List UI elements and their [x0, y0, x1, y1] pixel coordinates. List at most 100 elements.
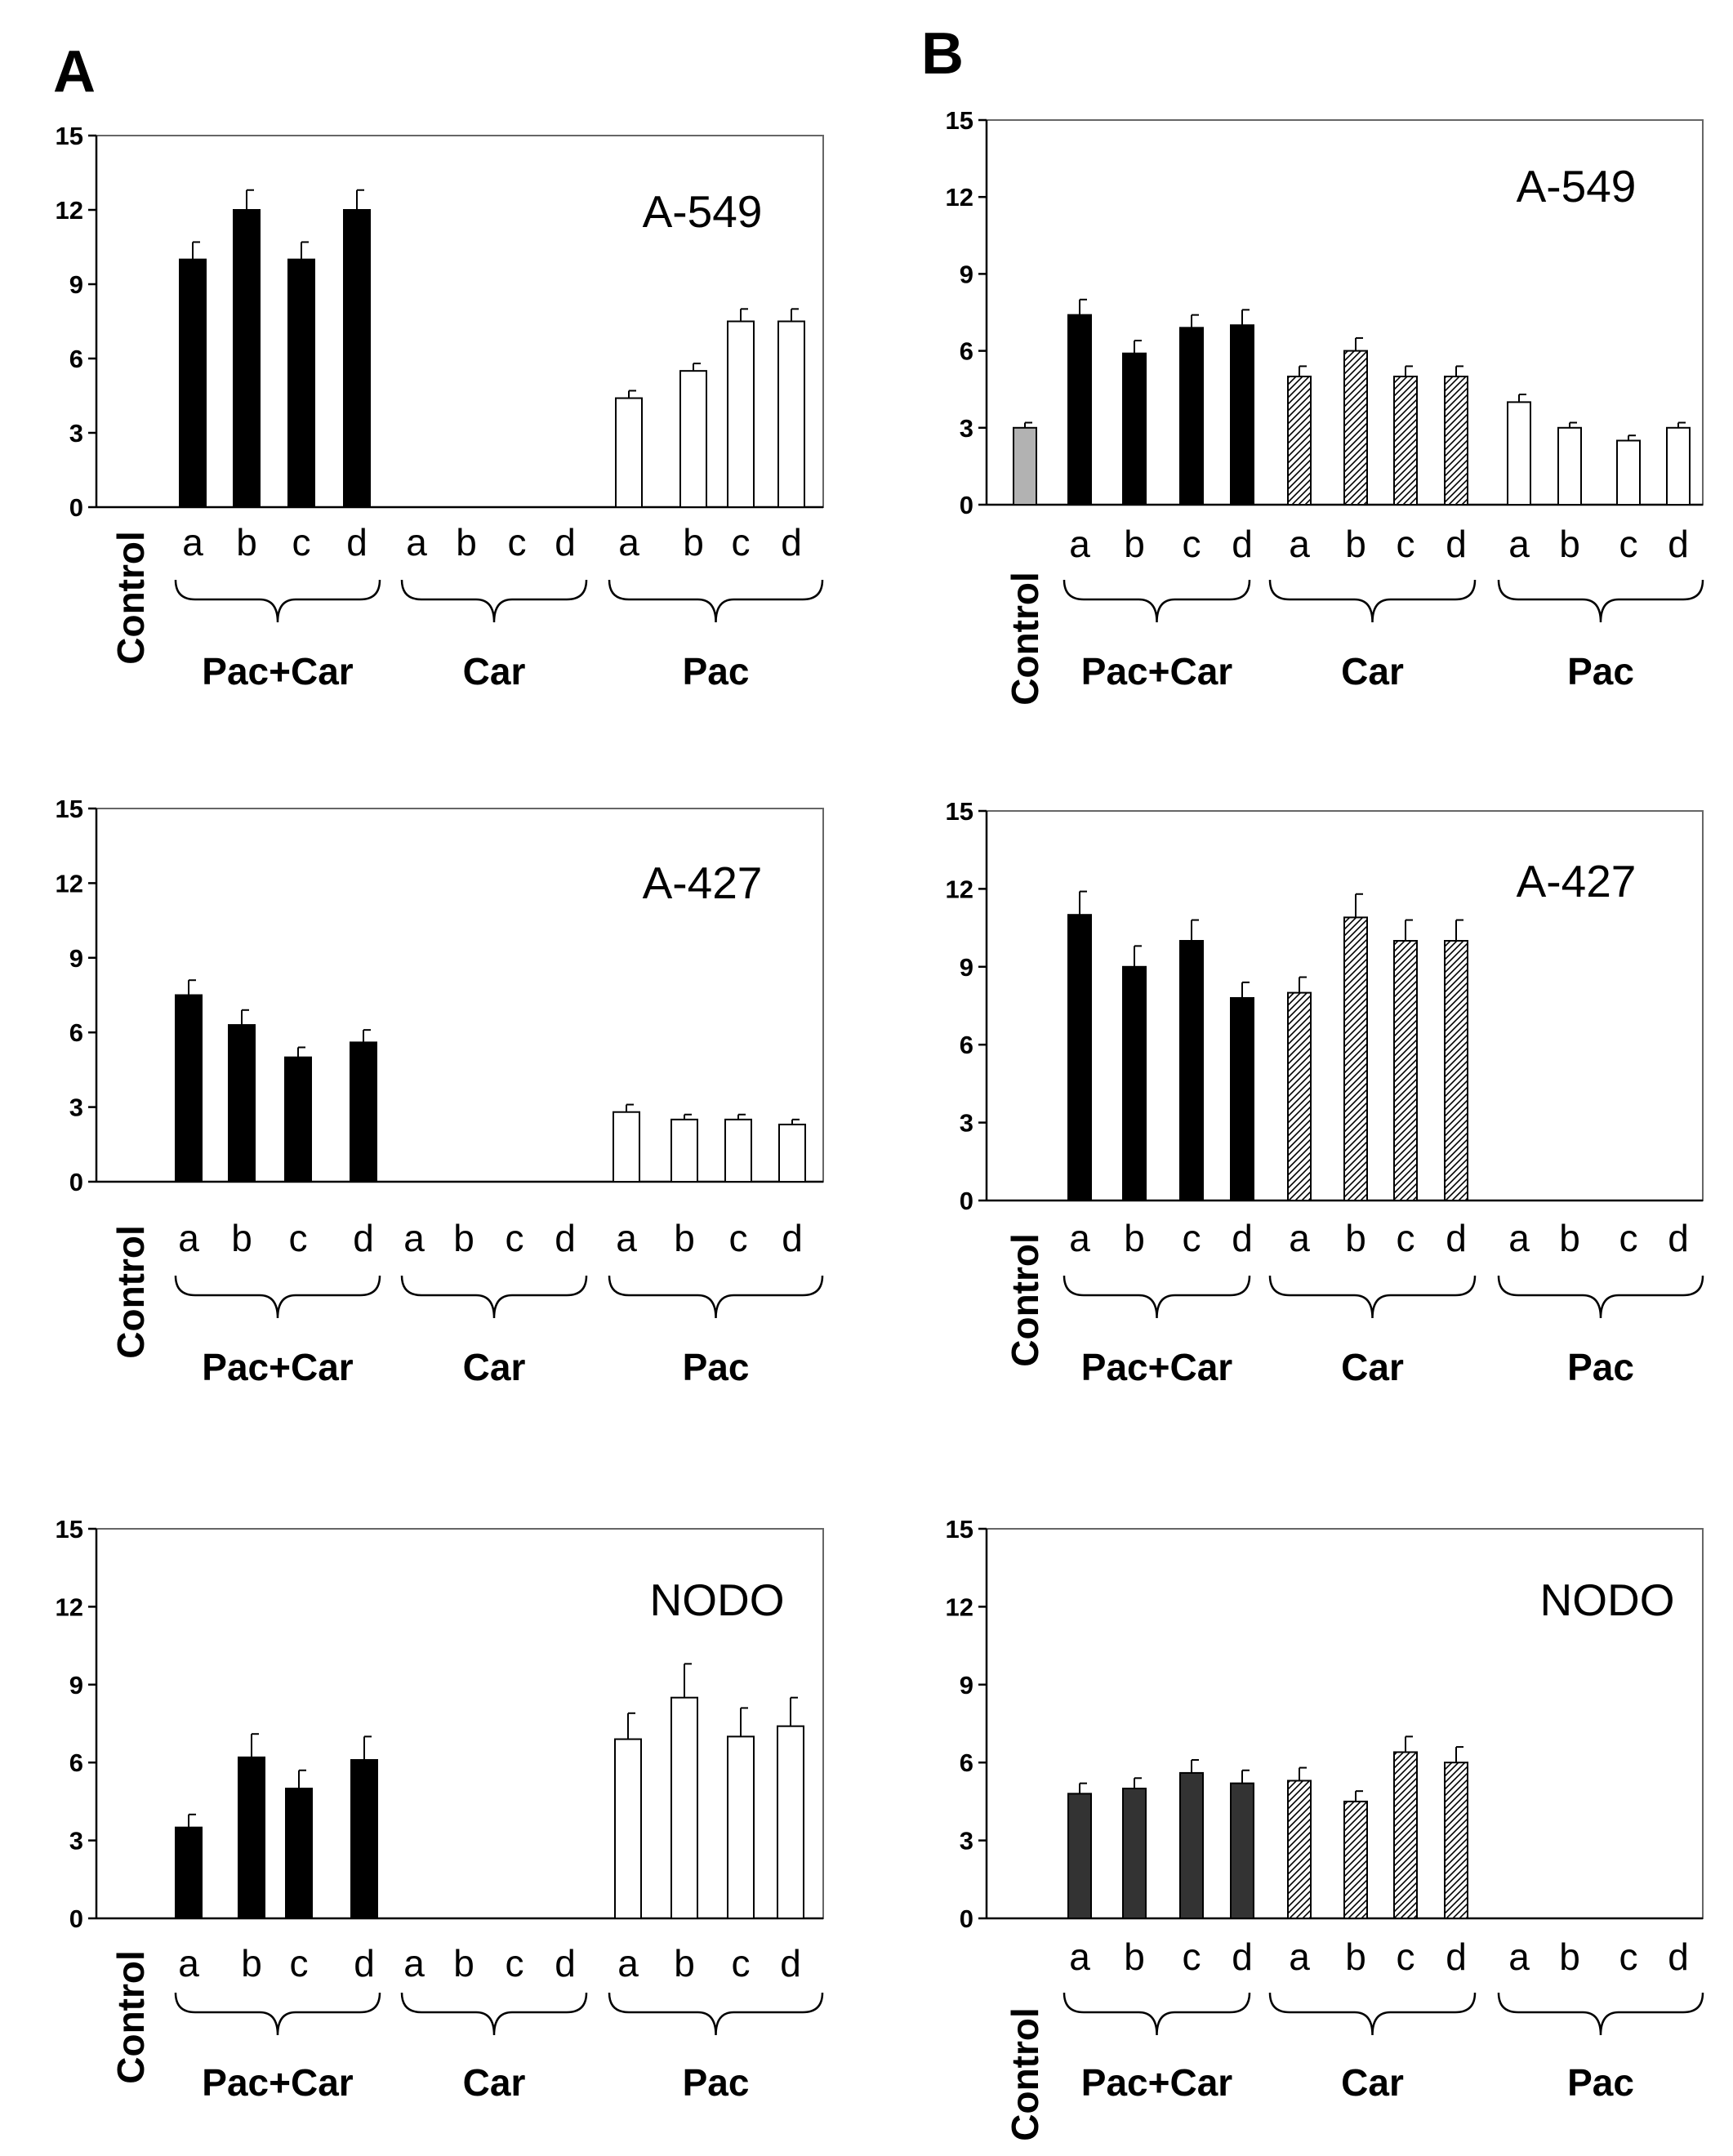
sub-label-b: b — [1559, 523, 1580, 565]
sub-label-c: c — [1619, 1936, 1638, 1978]
bar-car-a — [1287, 376, 1312, 506]
bar-pac-b — [670, 1696, 698, 1919]
sub-label-b: b — [1124, 1936, 1145, 1978]
bar-pac-c — [724, 1118, 752, 1183]
sub-label-a: a — [1508, 1217, 1530, 1259]
sub-label-a: a — [1289, 523, 1310, 565]
sub-label-b: b — [231, 1217, 252, 1259]
group-label-car: Car — [463, 650, 526, 693]
group-brace — [174, 1992, 381, 2036]
bar-pac-car-c — [285, 1788, 313, 1919]
bar-pac-car-c — [1179, 1771, 1204, 1919]
group-label-pac: Pac — [683, 2061, 750, 2104]
group-brace — [608, 1275, 824, 1319]
y-tick-label: 0 — [69, 1168, 83, 1196]
sub-label-a: a — [403, 1217, 425, 1259]
y-tick-label: 0 — [960, 1187, 973, 1215]
bar-pac-car-d — [1230, 1782, 1254, 1919]
bar-car-b — [1343, 1800, 1368, 1919]
sub-label-b: b — [1345, 1217, 1366, 1259]
sub-label-d: d — [346, 521, 368, 564]
bar-pac-c — [1616, 439, 1641, 506]
y-tick-label: 15 — [946, 1515, 973, 1544]
bar-pac-b — [679, 370, 707, 508]
sub-label-d: d — [1446, 1217, 1467, 1259]
group-label-pac-car: Pac+Car — [1081, 650, 1233, 693]
sub-label-d: d — [1232, 1217, 1253, 1259]
sub-label-b: b — [453, 1217, 474, 1259]
group-brace — [1497, 1275, 1704, 1319]
sub-label-d: d — [555, 521, 576, 564]
bar-pac-car-d — [1230, 996, 1254, 1201]
bar-pac-car-a — [179, 258, 207, 508]
y-tick-label: 3 — [69, 1094, 83, 1122]
group-label-pac-car: Pac+Car — [202, 2061, 354, 2104]
sub-label-a: a — [616, 1217, 637, 1259]
sub-label-c: c — [506, 1942, 524, 1984]
group-label-pac: Pac — [683, 1346, 750, 1388]
sub-label-a: a — [1289, 1217, 1310, 1259]
bar-pac-car-b — [1122, 352, 1147, 506]
y-tick-label: 9 — [69, 1671, 83, 1699]
control-label: Control — [1004, 1233, 1046, 1367]
sub-label-b: b — [1559, 1936, 1580, 1978]
group-label-pac: Pac — [1567, 650, 1634, 693]
sub-label-c: c — [290, 1942, 309, 1984]
sub-label-a: a — [1069, 523, 1090, 565]
y-tick-label: 12 — [56, 869, 83, 898]
y-tick-label: 3 — [69, 419, 83, 448]
bar-pac-car-d — [1230, 324, 1254, 506]
y-tick-label: 6 — [69, 345, 83, 373]
cell-line-label: A-549 — [643, 186, 763, 237]
sub-label-c: c — [1397, 523, 1415, 565]
bar-control — [1013, 426, 1037, 506]
y-tick-label: 12 — [56, 1592, 83, 1621]
sub-label-c: c — [732, 1942, 751, 1984]
y-tick-label: 9 — [69, 270, 83, 299]
sub-label-b: b — [674, 1942, 695, 1984]
bar-pac-car-a — [1067, 1793, 1092, 1920]
bar-pac-car-b — [233, 209, 261, 508]
sub-label-d: d — [354, 1942, 375, 1984]
y-tick-label: 9 — [960, 260, 973, 288]
bar-pac-car-a — [175, 1826, 203, 1919]
group-label-car: Car — [1341, 2061, 1404, 2104]
sub-label-d: d — [1668, 523, 1689, 565]
sub-label-a: a — [618, 521, 639, 564]
sub-label-c: c — [729, 1217, 748, 1259]
group-label-pac: Pac — [1567, 1346, 1634, 1388]
sub-label-a: a — [178, 1217, 199, 1259]
group-brace — [608, 1992, 824, 2036]
bar-car-b — [1343, 916, 1368, 1201]
y-tick-label: 15 — [946, 106, 973, 135]
y-tick-label: 15 — [56, 1515, 83, 1544]
sub-label-d: d — [1668, 1217, 1689, 1259]
sub-label-c: c — [1619, 1217, 1638, 1259]
bar-pac-car-a — [175, 994, 203, 1183]
sub-label-c: c — [1183, 1217, 1201, 1259]
y-tick-label: 12 — [56, 196, 83, 225]
bar-pac-car-c — [1179, 327, 1204, 506]
bar-car-d — [1444, 1762, 1468, 1919]
sub-label-b: b — [683, 521, 704, 564]
bar-pac-car-c — [1179, 940, 1204, 1201]
sub-label-a: a — [1508, 1936, 1530, 1978]
bar-pac-car-a — [1067, 914, 1092, 1201]
bar-pac-d — [777, 1725, 804, 1919]
bar-pac-d — [777, 320, 805, 508]
sub-label-c: c — [1183, 1936, 1201, 1978]
y-tick-label: 12 — [946, 183, 973, 212]
bar-car-a — [1287, 1780, 1312, 1919]
control-label: Control — [1004, 572, 1046, 706]
sub-label-a: a — [182, 521, 203, 564]
y-tick-label: 3 — [960, 414, 973, 443]
y-tick-label: 0 — [960, 1904, 973, 1933]
sub-label-d: d — [555, 1942, 576, 1984]
group-label-pac-car: Pac+Car — [202, 1346, 354, 1388]
sub-label-d: d — [1446, 1936, 1467, 1978]
group-brace — [174, 579, 381, 623]
sub-label-c: c — [1397, 1936, 1415, 1978]
